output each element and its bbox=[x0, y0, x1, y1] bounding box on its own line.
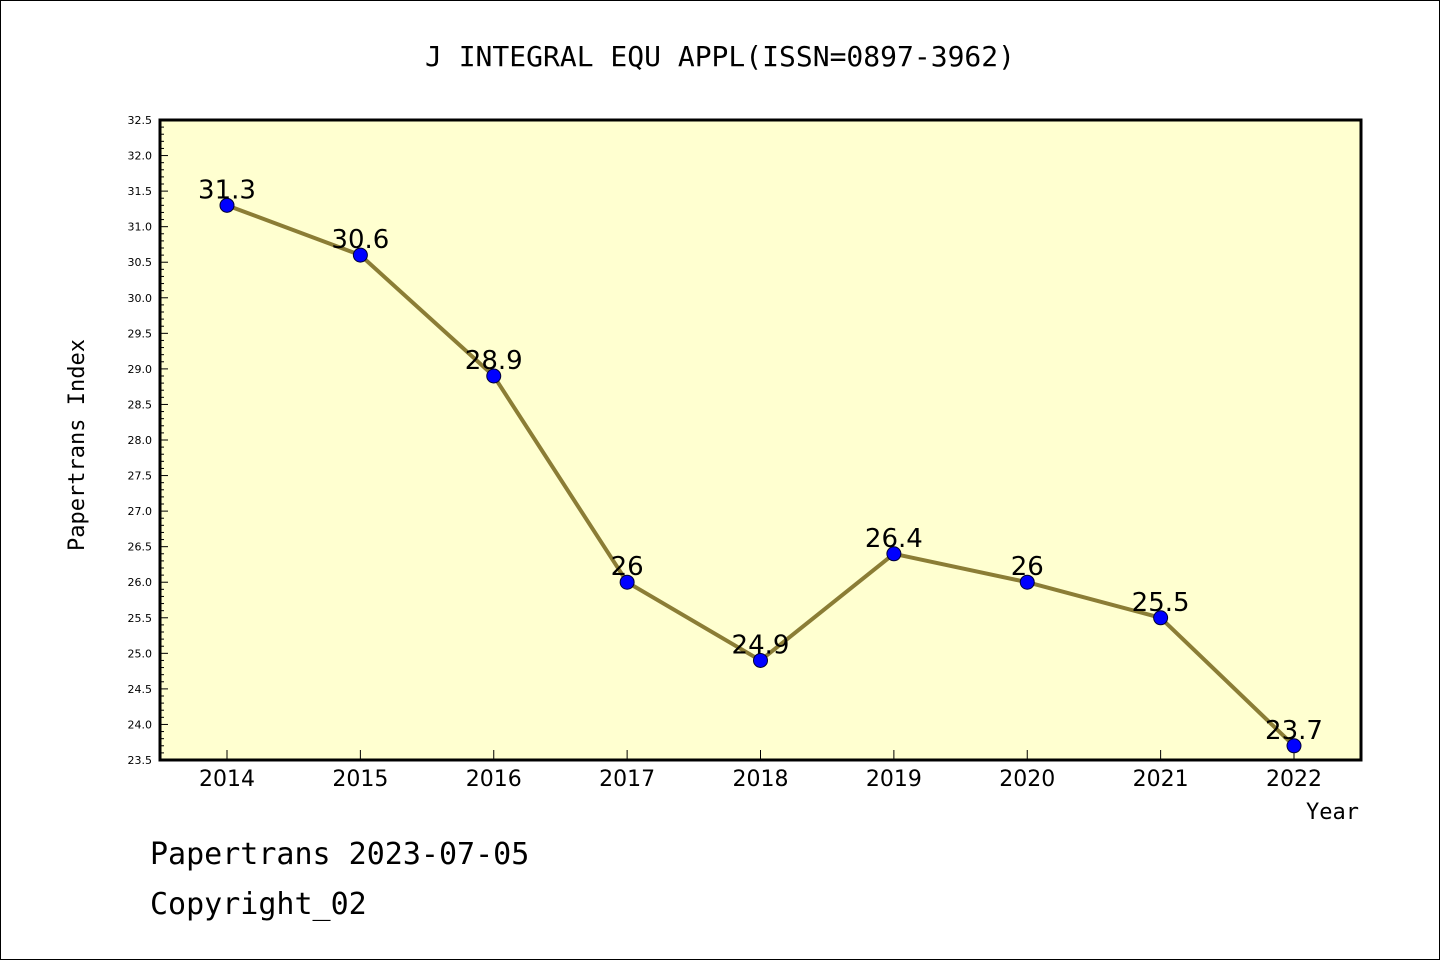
y-tick-label: 24.5 bbox=[128, 683, 153, 696]
data-point bbox=[486, 368, 502, 384]
chart-title: J INTEGRAL EQU APPL(ISSN=0897-3962) bbox=[425, 40, 1015, 73]
y-tick-label: 31.5 bbox=[128, 185, 153, 198]
footer-date: Papertrans 2023-07-05 bbox=[150, 837, 529, 872]
y-tick-label: 29.5 bbox=[128, 327, 153, 340]
y-tick-label: 26.0 bbox=[128, 576, 153, 589]
x-tick-label: 2015 bbox=[332, 767, 388, 792]
data-label: 23.7 bbox=[1265, 716, 1323, 746]
data-point bbox=[886, 546, 902, 562]
x-tick-label: 2018 bbox=[733, 767, 789, 792]
x-tick-label: 2017 bbox=[599, 767, 655, 792]
y-tick-label: 25.5 bbox=[128, 612, 153, 625]
data-label: 30.6 bbox=[331, 225, 389, 255]
data-point bbox=[1019, 574, 1035, 590]
x-tick-label: 2020 bbox=[999, 767, 1055, 792]
x-tick-label: 2022 bbox=[1266, 767, 1322, 792]
x-tick-label: 2019 bbox=[866, 767, 922, 792]
data-label: 26 bbox=[1011, 552, 1044, 582]
data-point bbox=[352, 247, 368, 263]
x-axis: 2014 2015 2016 2017 2018 2019 2020 2021 2022 bbox=[199, 750, 1322, 792]
footer-copyright: Copyright_02 bbox=[150, 887, 367, 922]
x-tick-label: 2021 bbox=[1133, 767, 1189, 792]
data-labels: 31.3 30.6 28.9 26 24.9 26.4 26 25.5 23.7 bbox=[198, 175, 1323, 745]
y-tick-label: 28.5 bbox=[128, 398, 153, 411]
data-point bbox=[219, 197, 235, 213]
y-tick-label: 24.0 bbox=[128, 718, 153, 731]
y-axis: 23.5 24.0 24.5 25.0 25.5 26.0 26.5 27.0 27.5 28.0… bbox=[128, 114, 168, 767]
y-tick-label: 28.0 bbox=[128, 434, 153, 447]
y-tick-label: 29.0 bbox=[128, 363, 153, 376]
data-label: 26 bbox=[611, 552, 644, 582]
y-tick-label: 30.5 bbox=[128, 256, 153, 269]
y-tick-label: 27.0 bbox=[128, 505, 153, 518]
data-label: 31.3 bbox=[198, 175, 256, 205]
data-point bbox=[1153, 610, 1169, 626]
plot-border bbox=[158, 118, 1363, 762]
series-markers bbox=[219, 197, 1302, 754]
data-label: 26.4 bbox=[865, 524, 923, 554]
y-tick-label: 26.5 bbox=[128, 541, 153, 554]
x-tick-label: 2016 bbox=[466, 767, 522, 792]
data-point bbox=[1286, 738, 1302, 754]
x-axis-title: Year bbox=[1306, 800, 1359, 825]
x-tick-label: 2014 bbox=[199, 767, 255, 792]
data-point bbox=[753, 652, 768, 668]
y-axis-title: Papertrans Index bbox=[65, 339, 90, 551]
y-tick-label: 23.5 bbox=[128, 754, 153, 767]
y-tick-label: 32.0 bbox=[128, 150, 153, 163]
y-tick-label: 25.0 bbox=[128, 647, 153, 660]
y-tick-label: 30.0 bbox=[128, 292, 153, 305]
data-label: 24.9 bbox=[732, 630, 790, 660]
data-point bbox=[619, 574, 635, 590]
data-label: 25.5 bbox=[1132, 588, 1190, 618]
y-tick-label: 32.5 bbox=[128, 114, 153, 127]
y-tick-label: 27.5 bbox=[128, 470, 153, 483]
y-tick-label: 31.0 bbox=[128, 221, 153, 234]
data-label: 28.9 bbox=[465, 346, 523, 376]
